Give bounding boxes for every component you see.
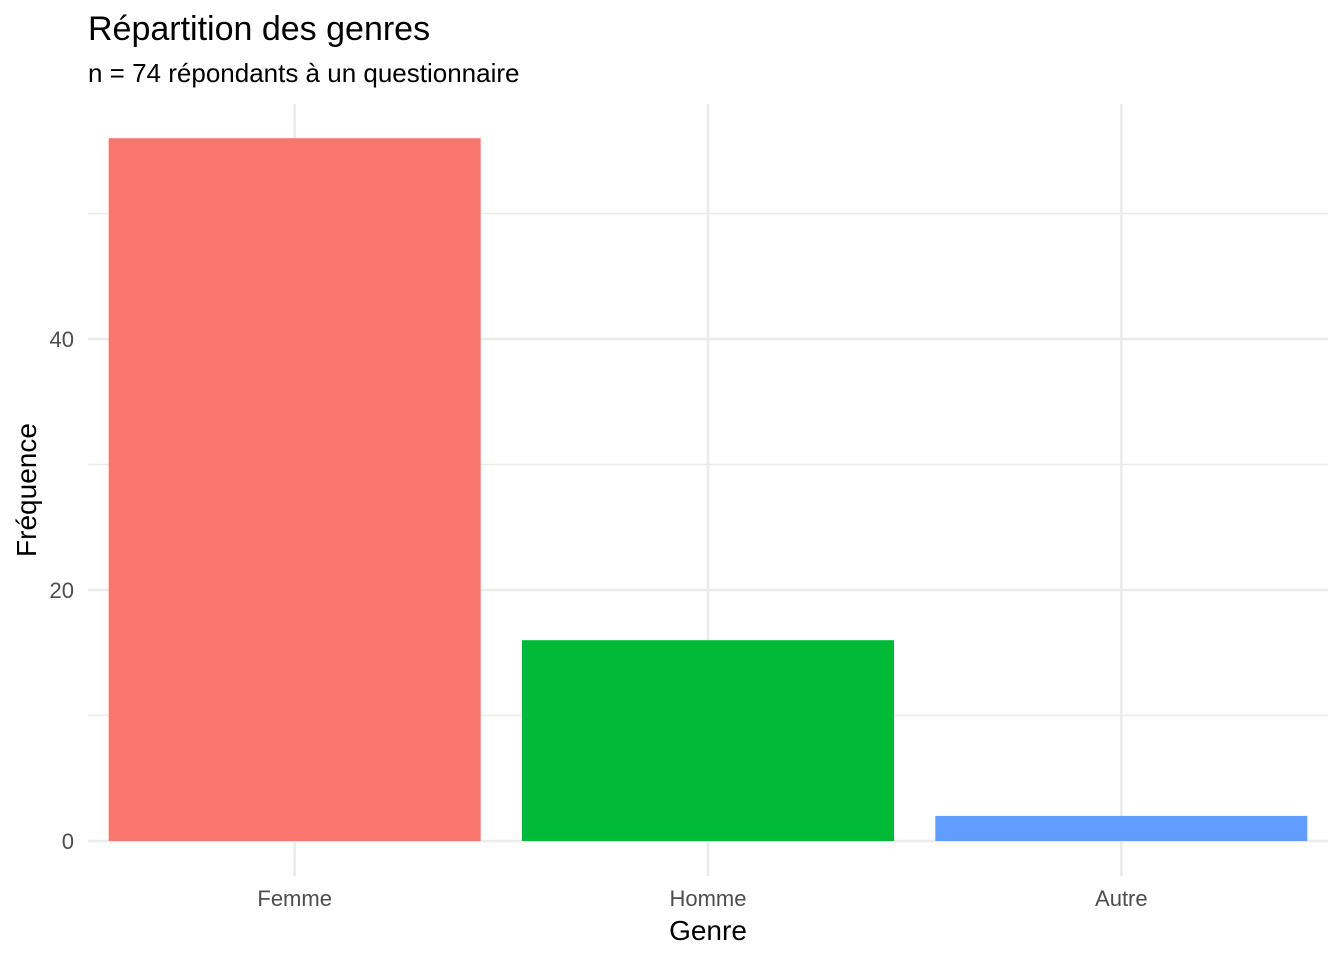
x-axis-title: Genre xyxy=(669,915,747,946)
y-tick-label: 20 xyxy=(50,578,74,603)
chart-subtitle: n = 74 répondants à un questionnaire xyxy=(88,58,520,88)
x-tick-label: Femme xyxy=(257,886,332,911)
y-axis-ticks: 0 20 40 xyxy=(50,327,74,854)
bar-femme xyxy=(108,138,481,841)
y-tick-label: 0 xyxy=(62,829,74,854)
bar-homme xyxy=(522,640,894,841)
chart-title: Répartition des genres xyxy=(88,10,430,48)
x-axis-ticks: Femme Homme Autre xyxy=(257,886,1147,911)
bars xyxy=(108,138,1308,841)
bar-autre xyxy=(935,815,1308,841)
x-tick-label: Autre xyxy=(1095,886,1148,911)
y-tick-label: 40 xyxy=(50,327,74,352)
y-axis-title: Fréquence xyxy=(11,423,42,557)
x-tick-label: Homme xyxy=(669,886,746,911)
